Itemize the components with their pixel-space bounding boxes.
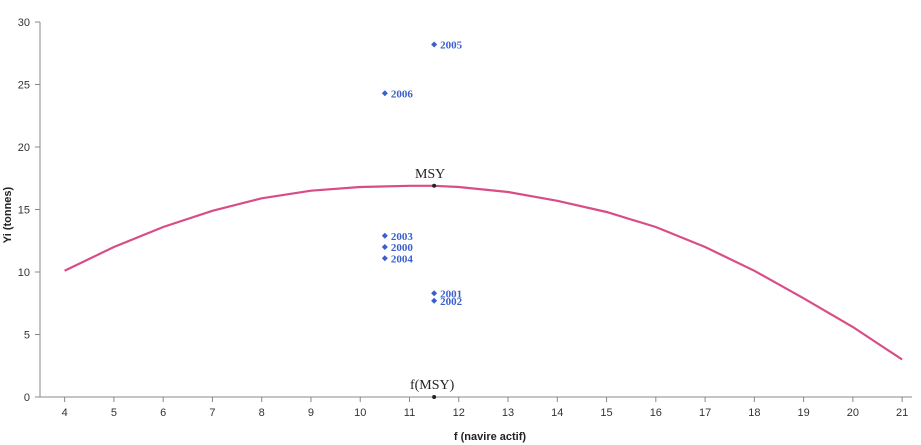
x-tick-label: 18	[748, 407, 760, 419]
ticks: 4 5 6 7 8 9 10 11 12 13 14 15 16 17 18 19 20 21 0 5 10 15 20 25…	[18, 17, 909, 419]
x-tick-label: 4	[62, 407, 68, 419]
x-tick-label: 20	[847, 407, 859, 419]
fmsy-annotation: f(MSY)	[410, 378, 455, 393]
x-tick-label: 21	[896, 407, 908, 419]
x-tick-label: 13	[502, 407, 514, 419]
x-tick-label: 10	[354, 407, 366, 419]
x-tick-label: 17	[699, 407, 711, 419]
x-tick-label: 11	[404, 407, 415, 419]
yield-curve	[64, 184, 903, 361]
y-tick-label: 0	[24, 392, 30, 404]
x-tick-label: 7	[209, 407, 215, 419]
y-tick-label: 20	[18, 142, 30, 154]
data-point-marker	[431, 297, 438, 304]
x-tick-label: 8	[259, 407, 265, 419]
msy-point	[432, 183, 437, 188]
data-point-label: 2003	[391, 231, 414, 243]
x-tick-label: 6	[160, 407, 166, 419]
data-point-label: 2004	[391, 253, 414, 265]
data-point-marker	[381, 90, 388, 97]
x-axis-label: f (navire actif)	[454, 431, 526, 443]
y-tick-label: 5	[24, 330, 30, 342]
x-tick-label: 15	[600, 407, 612, 419]
y-tick-label: 30	[18, 17, 30, 29]
x-tick-label: 14	[551, 407, 563, 419]
fmsy-point	[432, 395, 437, 399]
data-point-marker	[381, 232, 388, 239]
data-point-label: 2005	[440, 40, 463, 52]
y-tick-label: 10	[18, 267, 30, 279]
axes	[39, 22, 912, 398]
x-tick-label: 19	[797, 407, 809, 419]
data-point-label: 2006	[391, 88, 414, 100]
y-tick-label: 15	[18, 205, 30, 217]
data-point-label: 2001	[440, 288, 462, 300]
x-tick-label: 5	[111, 407, 117, 419]
data-point-marker	[381, 244, 388, 250]
data-point-marker	[431, 41, 438, 48]
x-tick-label: 16	[650, 407, 662, 419]
x-tick-label: 12	[453, 407, 465, 419]
annotations: MSY f(MSY)	[410, 167, 455, 399]
data-point-label: 2000	[391, 242, 414, 254]
data-point-marker	[431, 290, 438, 297]
y-axis-label: Yi (tonnes)	[2, 186, 14, 243]
data-point-marker	[381, 255, 388, 262]
msy-annotation: MSY	[415, 167, 445, 182]
data-point-label: 2002	[440, 296, 463, 308]
x-tick-label: 9	[308, 407, 314, 419]
y-tick-label: 25	[18, 80, 30, 92]
